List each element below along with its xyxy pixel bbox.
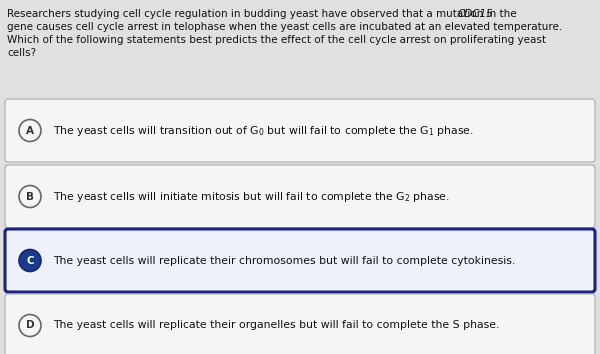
Text: The yeast cells will replicate their organelles but will fail to complete the S : The yeast cells will replicate their org… — [53, 320, 499, 331]
Text: The yeast cells will transition out of $\mathregular{G_0}$ but will fail to comp: The yeast cells will transition out of $… — [53, 124, 474, 137]
FancyBboxPatch shape — [5, 229, 595, 292]
Text: The yeast cells will replicate their chromosomes but will fail to complete cytok: The yeast cells will replicate their chr… — [53, 256, 515, 266]
Circle shape — [19, 250, 41, 272]
Text: gene causes cell cycle arrest in telophase when the yeast cells are incubated at: gene causes cell cycle arrest in telopha… — [7, 22, 562, 32]
Text: CDC15: CDC15 — [458, 9, 494, 19]
Text: cells?: cells? — [7, 48, 36, 58]
FancyBboxPatch shape — [5, 165, 595, 228]
Circle shape — [19, 185, 41, 207]
FancyBboxPatch shape — [5, 99, 595, 162]
FancyBboxPatch shape — [5, 294, 595, 354]
Text: Which of the following statements best predicts the effect of the cell cycle arr: Which of the following statements best p… — [7, 35, 546, 45]
Text: B: B — [26, 192, 34, 201]
Text: A: A — [26, 126, 34, 136]
Text: The yeast cells will initiate mitosis but will fail to complete the $\mathregula: The yeast cells will initiate mitosis bu… — [53, 189, 450, 204]
Circle shape — [19, 120, 41, 142]
Circle shape — [19, 314, 41, 337]
Text: Researchers studying cell cycle regulation in budding yeast have observed that a: Researchers studying cell cycle regulati… — [7, 9, 520, 19]
Text: C: C — [26, 256, 34, 266]
Text: D: D — [26, 320, 34, 331]
